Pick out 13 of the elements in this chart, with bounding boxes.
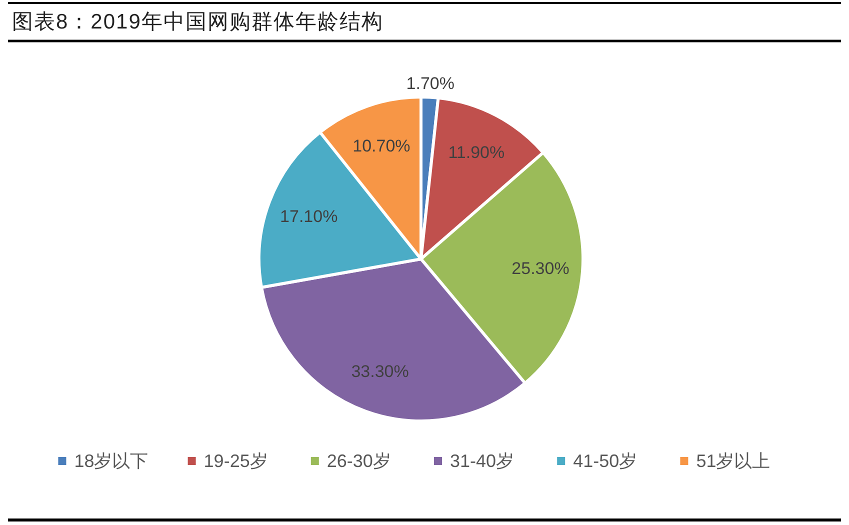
legend-label: 41-50岁 <box>573 451 638 471</box>
data-label: 33.30% <box>351 362 409 382</box>
data-label: 1.70% <box>406 74 454 93</box>
data-label: 11.90% <box>448 143 505 162</box>
legend-label: 31-40岁 <box>450 451 514 471</box>
chart-title: 图表8：2019年中国网购群体年龄结构 <box>12 10 384 34</box>
legend-label: 26-30岁 <box>326 451 391 471</box>
legend-label: 19-25岁 <box>204 451 268 471</box>
data-label: 25.30% <box>512 258 570 278</box>
legend-label: 18岁以下 <box>74 451 148 471</box>
data-label: 17.10% <box>280 207 338 226</box>
data-label: 10.70% <box>352 136 410 156</box>
legend-label: 51岁以上 <box>696 451 770 471</box>
